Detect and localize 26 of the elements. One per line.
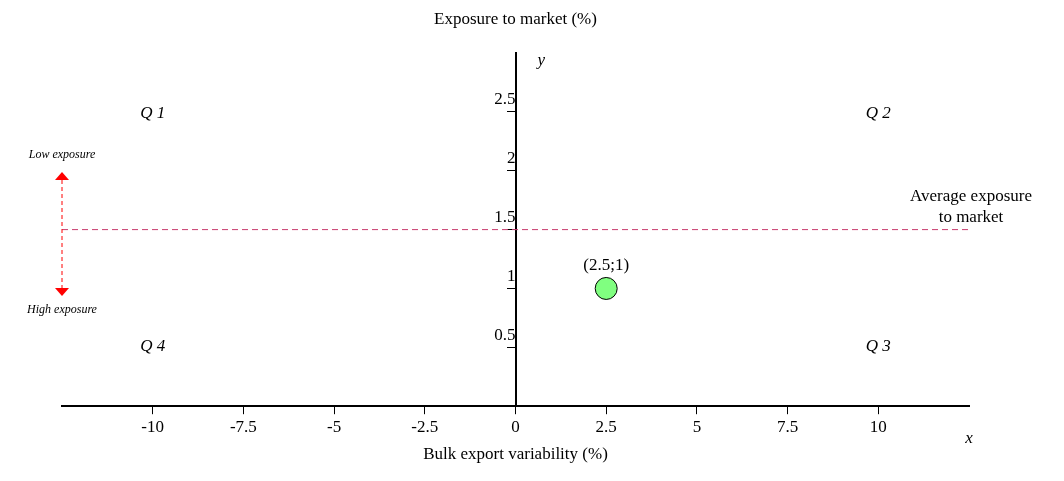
- x-tick-label: 10: [869, 416, 887, 436]
- x-axis-title: Bulk export variability (%): [423, 444, 608, 464]
- x-tick-label: 2.5: [595, 416, 617, 436]
- text: x: [964, 427, 974, 447]
- x-tick-label: -7.5: [229, 416, 257, 436]
- annotation: Low exposure: [27, 147, 96, 162]
- x-tick-label: -5: [327, 416, 342, 436]
- y-tick-label: 0.5: [494, 324, 516, 344]
- x-tick-label: -10: [141, 416, 165, 436]
- annotation: Q 2: [865, 102, 892, 122]
- y-tick-label: 2.5: [494, 89, 516, 109]
- y-tick-label: 1.5: [494, 207, 516, 227]
- annotation: High exposure: [26, 302, 98, 317]
- y-tick-label: 2: [507, 148, 516, 168]
- data-label: (2.5;1): [583, 255, 630, 275]
- x-tick-label: -2.5: [411, 416, 439, 436]
- x-tick-label: 7.5: [776, 416, 799, 436]
- annotation: Q 3: [865, 335, 891, 355]
- annotation: y: [535, 50, 546, 70]
- annotation: Q 4: [140, 335, 166, 355]
- x-tick-label: 5: [692, 416, 702, 436]
- annotation: Q 1: [140, 102, 166, 122]
- y-axis-title: Exposure to market (%): [434, 9, 597, 29]
- y-tick-label: 1: [507, 265, 516, 285]
- ref-line-label: Average exposure to market: [910, 185, 1032, 226]
- x-tick-label: 0: [511, 416, 520, 436]
